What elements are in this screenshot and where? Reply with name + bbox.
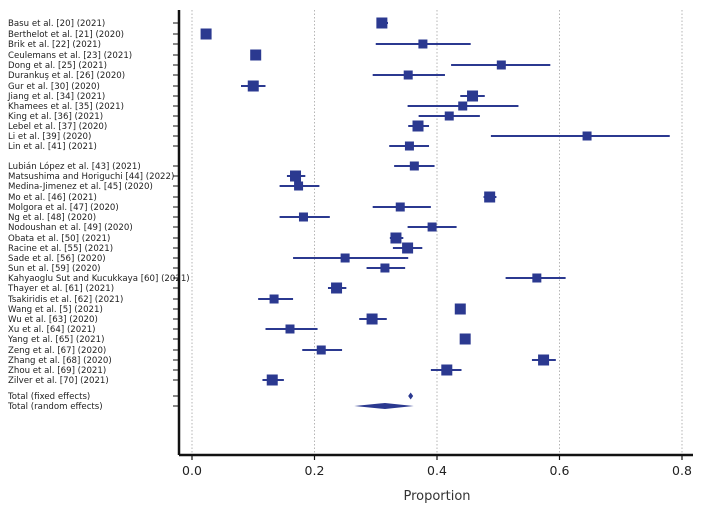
study-label: Mo et al. [46] (2021) xyxy=(8,193,97,203)
point-estimate xyxy=(538,354,550,366)
study-label: Dong et al. [25] (2021) xyxy=(8,61,107,71)
study-label: Durankuş et al. [26] (2020) xyxy=(8,71,125,81)
point-estimate xyxy=(290,170,302,182)
study-label: Zilver et al. [70] (2021) xyxy=(8,376,109,386)
x-axis-title: Proportion xyxy=(403,489,470,504)
point-estimate xyxy=(454,303,466,315)
point-estimate xyxy=(458,101,468,111)
point-estimate xyxy=(402,242,414,254)
study-label: Nodoushan et al. [49] (2020) xyxy=(8,223,133,233)
study-label: Racine et al. [55] (2021) xyxy=(8,244,113,254)
x-tick-label-3: 0.6 xyxy=(550,463,570,478)
point-estimate xyxy=(200,28,212,40)
study-label: Lubián López et al. [43] (2021) xyxy=(8,161,141,172)
study-label: Sun et al. [59] (2020) xyxy=(8,264,101,274)
pooled-fixed-diamond xyxy=(408,392,414,400)
point-estimate xyxy=(427,222,437,232)
study-label: King et al. [36] (2021) xyxy=(8,112,103,122)
point-estimate xyxy=(376,17,388,29)
study-label: Basu et al. [20] (2021) xyxy=(8,19,105,29)
point-estimate xyxy=(412,120,424,132)
point-estimate xyxy=(269,294,279,304)
vertical-gridlines xyxy=(191,10,683,455)
point-estimate xyxy=(418,39,428,49)
point-estimate xyxy=(380,263,390,273)
study-label: Khamees et al. [35] (2021) xyxy=(8,102,124,112)
study-label: Berthelot et al. [21] (2020) xyxy=(8,30,124,40)
study-label: Jiang et al. [34] (2021) xyxy=(7,92,105,102)
point-estimate xyxy=(532,273,542,283)
study-label: Tsakiridis et al. [62] (2021) xyxy=(7,295,123,305)
point-estimate xyxy=(285,324,295,334)
study-label: Brik et al. [22] (2021) xyxy=(8,40,101,50)
study-label: Ceulemans et al. [23] (2021) xyxy=(8,51,132,61)
point-estimate xyxy=(247,80,259,92)
study-label: Lin et al. [41] (2021) xyxy=(8,142,97,152)
point-estimate xyxy=(390,232,402,244)
point-estimate xyxy=(484,191,496,203)
study-label: Li et al. [39] (2020) xyxy=(8,132,91,142)
study-label: Wang et al. [5] (2021) xyxy=(8,305,103,315)
point-estimate xyxy=(444,111,454,121)
study-label: Gur et al. [30] (2020) xyxy=(8,82,100,92)
point-estimate xyxy=(409,161,419,171)
x-tick-label-2: 0.4 xyxy=(427,463,447,478)
point-estimate xyxy=(331,282,343,294)
study-label: Lebel et al. [37] (2020) xyxy=(8,122,107,132)
point-estimate xyxy=(395,202,405,212)
point-estimate xyxy=(340,253,350,263)
study-label: Ng et al. [48] (2020) xyxy=(8,213,96,223)
pooled-random-diamond xyxy=(354,403,414,409)
point-estimate xyxy=(298,212,308,222)
point-estimate xyxy=(459,333,471,345)
confidence-intervals xyxy=(200,17,670,409)
point-estimate xyxy=(441,364,453,376)
point-estimate xyxy=(366,313,378,325)
study-label: Molgora et al. [47] (2020) xyxy=(8,203,119,213)
study-label: Zhang et al. [68] (2020) xyxy=(8,356,112,366)
pooled-random-label: Total (random effects) xyxy=(7,402,103,412)
study-label: Yang et al. [65] (2021) xyxy=(7,335,104,345)
study-label: Matsushima and Horiguchi [44] (2022) xyxy=(8,172,174,182)
x-tick-label-1: 0.2 xyxy=(305,463,325,478)
study-label: Obata et al. [50] (2021) xyxy=(8,234,110,244)
point-estimate xyxy=(250,49,262,61)
study-label: Zeng et al. [67] (2020) xyxy=(8,346,106,356)
x-tick-label-4: 0.8 xyxy=(672,463,692,478)
study-labels: Basu et al. [20] (2021)Berthelot et al. … xyxy=(7,19,190,412)
study-label: Thayer et al. [61] (2021) xyxy=(7,284,114,294)
study-label: Kahyaoglu Sut and Kucukkaya [60] (2021) xyxy=(8,274,190,284)
pooled-fixed-label: Total (fixed effects) xyxy=(7,392,90,402)
point-estimate xyxy=(404,141,414,151)
point-estimate xyxy=(316,345,326,355)
point-estimate xyxy=(467,90,479,102)
point-estimate xyxy=(403,70,413,80)
study-label: Zhou et al. [69] (2021) xyxy=(8,366,106,376)
study-label: Xu et al. [64] (2021) xyxy=(8,325,96,335)
point-estimate xyxy=(294,181,304,191)
point-estimate xyxy=(496,60,506,70)
point-estimate xyxy=(266,374,278,386)
study-label: Sade et al. [56] (2020) xyxy=(8,254,106,264)
x-axis-tick-labels: 0.0 0.2 0.4 0.6 0.8 xyxy=(182,463,692,478)
study-label: Wu et al. [63] (2020) xyxy=(8,315,98,325)
point-estimate xyxy=(582,131,592,141)
study-label: Medina-Jimenez et al. [45] (2020) xyxy=(8,182,153,192)
x-tick-label-0: 0.0 xyxy=(182,463,202,478)
